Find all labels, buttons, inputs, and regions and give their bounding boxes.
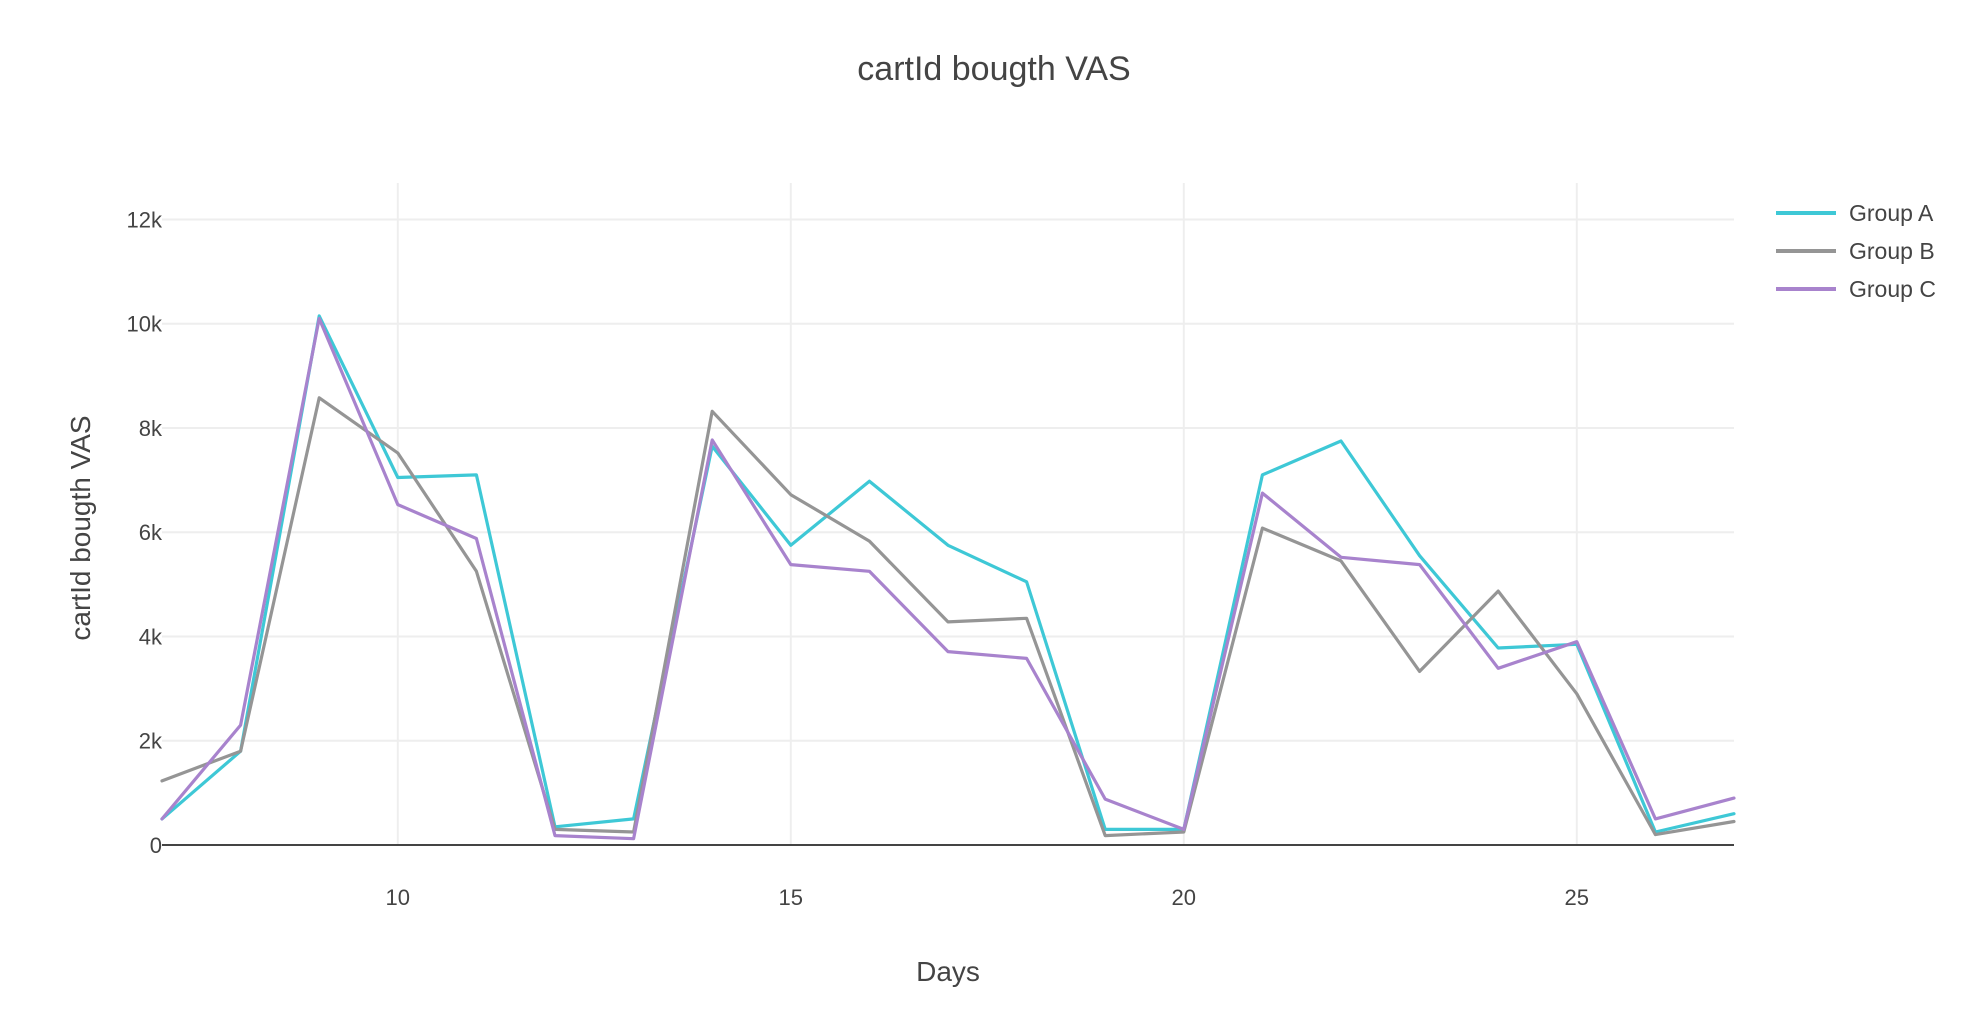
y-tick-label: 0 bbox=[150, 833, 162, 858]
series-line-group-c bbox=[160, 316, 1736, 841]
y-axis-ticks: 0 2k 4k 6k 8k 10k 12k bbox=[127, 207, 163, 858]
y-tick-label: 2k bbox=[139, 729, 163, 754]
y-tick-label: 8k bbox=[139, 416, 163, 441]
chart-title: cartId bougth VAS bbox=[857, 50, 1130, 88]
y-tick-label: 6k bbox=[139, 520, 163, 545]
legend-item-group-a[interactable]: Group A bbox=[1776, 200, 1934, 226]
legend[interactable]: Group A Group B Group C bbox=[1776, 200, 1936, 302]
x-tick-label: 20 bbox=[1172, 885, 1196, 910]
legend-label-group-a: Group A bbox=[1849, 200, 1934, 226]
series-lines bbox=[160, 314, 1736, 841]
x-tick-label: 10 bbox=[386, 885, 410, 910]
series-line-group-b bbox=[160, 396, 1736, 838]
legend-item-group-c[interactable]: Group C bbox=[1776, 276, 1936, 302]
grid bbox=[162, 183, 1734, 845]
y-tick-label: 10k bbox=[127, 312, 163, 337]
x-axis-title: Days bbox=[916, 956, 980, 987]
y-tick-label: 12k bbox=[127, 207, 163, 232]
x-tick-label: 15 bbox=[779, 885, 803, 910]
x-tick-label: 25 bbox=[1565, 885, 1589, 910]
legend-item-group-b[interactable]: Group B bbox=[1776, 238, 1935, 264]
y-tick-label: 4k bbox=[139, 624, 163, 649]
x-axis-ticks: 10 15 20 25 bbox=[386, 885, 1589, 910]
legend-label-group-b: Group B bbox=[1849, 238, 1935, 264]
legend-label-group-c: Group C bbox=[1849, 276, 1936, 302]
y-axis-title: cartId bougth VAS bbox=[65, 415, 96, 640]
